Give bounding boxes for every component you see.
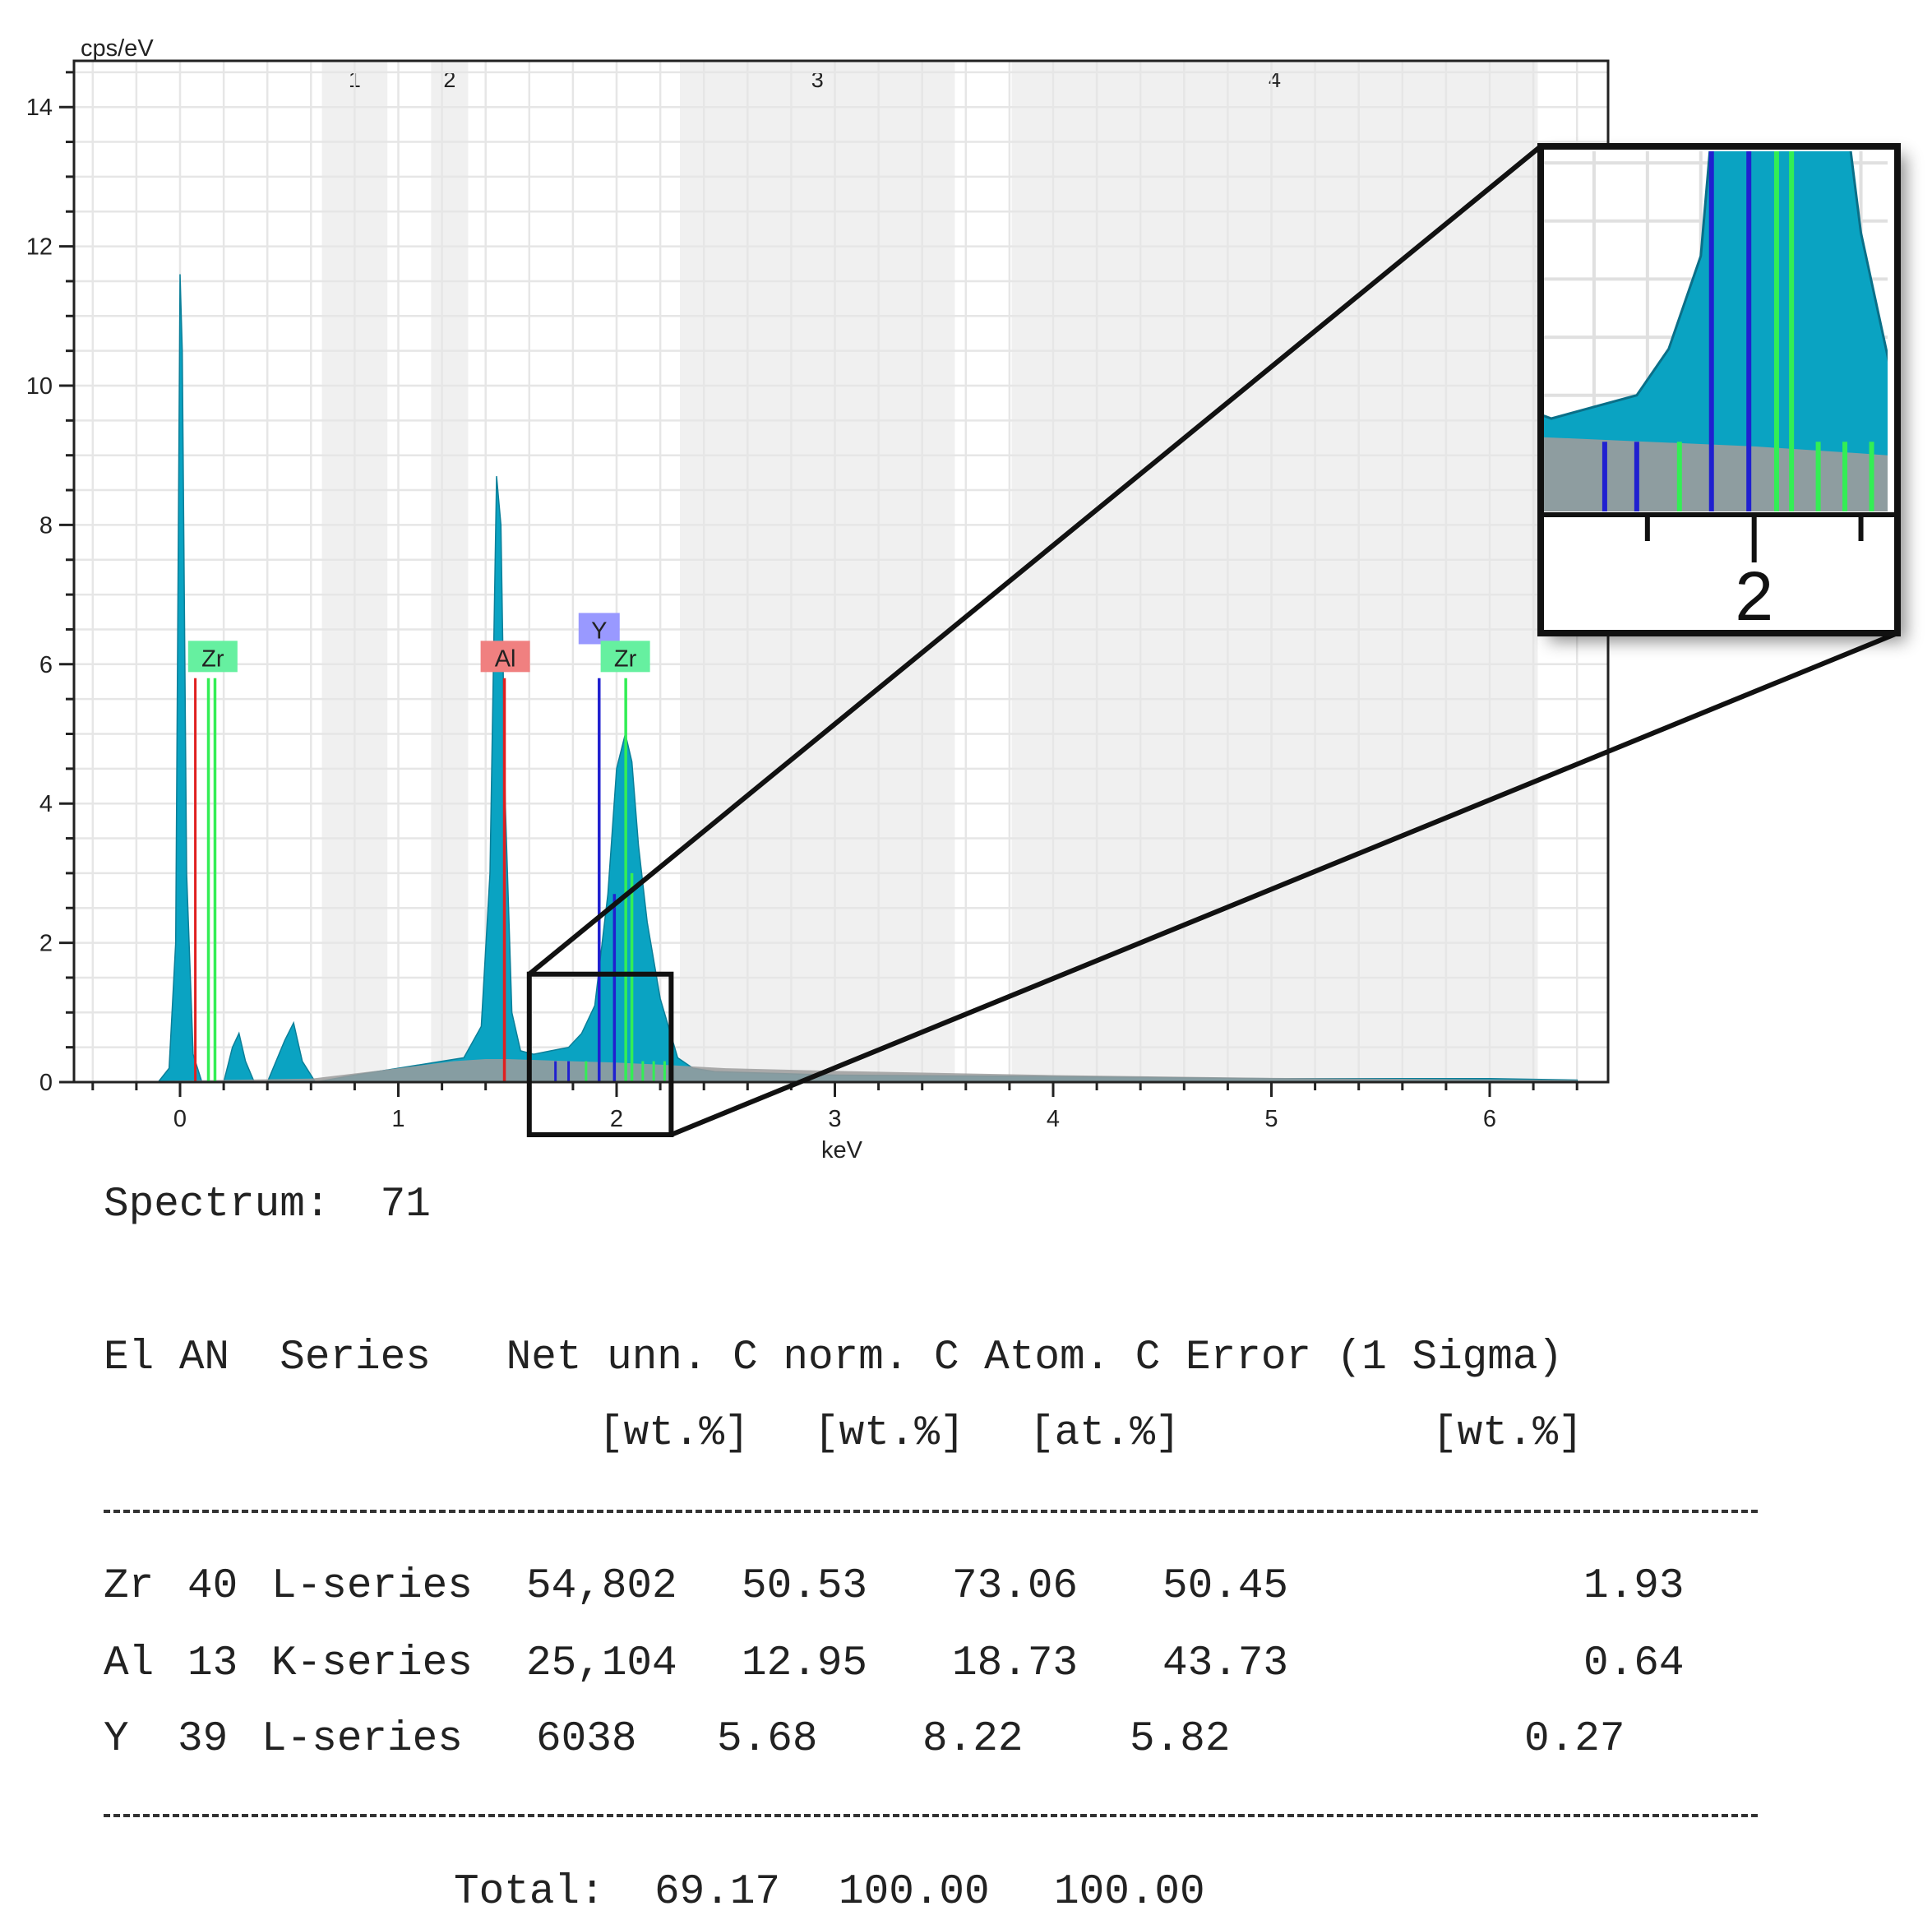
element-label-bg [187, 641, 238, 673]
spectrum-series [74, 274, 1578, 1082]
cell-an: 39 [178, 1716, 229, 1763]
inset-border [1537, 143, 1901, 636]
element-label: Zr [614, 645, 637, 672]
cell-error: 0.64 [1583, 1640, 1685, 1687]
zoom-callout: 2 [526, 143, 1901, 1137]
divider-bottom [104, 1814, 1758, 1817]
region-label: 3 [811, 67, 824, 92]
cell-net: 6038 [536, 1716, 637, 1763]
cell-error: 1.93 [1583, 1563, 1685, 1610]
y-axis-label: cps/eV [81, 35, 154, 62]
y-tick-label: 12 [26, 234, 53, 261]
element-labels: Zr Al Y Zr [187, 613, 650, 673]
total-unn: 69.17 [654, 1869, 781, 1916]
divider-top [104, 1510, 1758, 1513]
cell-series: K-series [271, 1640, 473, 1687]
cell-el: Zr [104, 1563, 155, 1610]
unit-atom: [at.%] [1029, 1410, 1181, 1457]
element-label: Al [495, 645, 516, 672]
element-label: Y [591, 618, 607, 644]
x-tick-label: 1 [391, 1106, 404, 1132]
inset-tick-label: 2 [1735, 557, 1773, 635]
x-axis-label: keV [821, 1137, 863, 1164]
x-tick-label: 6 [1483, 1106, 1496, 1132]
region-label: 4 [1269, 67, 1281, 92]
spectrum-area [157, 274, 1578, 1082]
spectrum-id: Spectrum: 71 [104, 1182, 431, 1228]
x-tick-label: 2 [610, 1106, 623, 1132]
region-label: 2 [443, 67, 455, 92]
y-tick-label: 8 [39, 512, 53, 539]
inset-spectrum-area [1541, 151, 1888, 511]
inset-plot [1541, 151, 1888, 511]
cell-norm: 18.73 [952, 1640, 1079, 1687]
x-tick-label: 0 [173, 1106, 187, 1132]
cell-el: Al [104, 1640, 155, 1687]
cell-net: 25,104 [526, 1640, 677, 1687]
cell-series: L-series [261, 1716, 463, 1763]
unit-norm: [wt.%] [814, 1410, 965, 1457]
y-tick-label: 0 [39, 1070, 53, 1096]
cell-atom: 43.73 [1162, 1640, 1289, 1687]
y-tick-label: 10 [26, 373, 53, 400]
element-label-bg [600, 641, 650, 673]
background-area [74, 1059, 1578, 1082]
unit-error: [wt.%] [1432, 1410, 1583, 1457]
callout-line [670, 631, 1899, 1137]
zoom-inset: 2 [1537, 143, 1901, 636]
region-band [679, 61, 955, 1082]
element-label-bg [480, 641, 530, 673]
grid-lines [74, 61, 1608, 1082]
region-band [431, 61, 469, 1082]
cell-an: 40 [187, 1563, 238, 1610]
cell-series: L-series [271, 1563, 473, 1610]
cell-error: 0.27 [1524, 1716, 1625, 1763]
y-tick-label: 6 [39, 652, 53, 678]
unit-net: [wt.%] [599, 1410, 750, 1457]
cell-net: 54,802 [526, 1563, 677, 1610]
x-tick-label: 3 [828, 1106, 841, 1132]
region-band [1011, 61, 1538, 1082]
element-lines [194, 678, 666, 1082]
y-tick-label: 2 [39, 931, 53, 957]
total-norm: 100.00 [839, 1869, 990, 1916]
element-label: Zr [201, 645, 224, 672]
cell-atom: 5.82 [1130, 1716, 1231, 1763]
cell-unn: 50.53 [742, 1563, 868, 1610]
cell-norm: 8.22 [922, 1716, 1024, 1763]
cell-el: Y [104, 1716, 129, 1763]
callout-line [527, 144, 1542, 977]
cell-unn: 12.95 [742, 1640, 868, 1687]
y-tick-label: 14 [26, 95, 53, 121]
x-tick-label: 4 [1047, 1106, 1060, 1132]
inset-background-area [1541, 437, 1888, 511]
element-label-bg [578, 613, 620, 645]
cell-unn: 5.68 [717, 1716, 818, 1763]
cell-norm: 73.06 [952, 1563, 1079, 1610]
cell-atom: 50.45 [1162, 1563, 1289, 1610]
y-tick-label: 4 [39, 791, 53, 817]
total-label: Total: [454, 1869, 605, 1916]
x-tick-label: 5 [1264, 1106, 1278, 1132]
table-header: El AN Series Net unn. C norm. C Atom. C … [104, 1335, 1564, 1381]
total-atom: 100.00 [1054, 1869, 1205, 1916]
cell-an: 13 [187, 1640, 238, 1687]
zoom-box [526, 971, 674, 1137]
